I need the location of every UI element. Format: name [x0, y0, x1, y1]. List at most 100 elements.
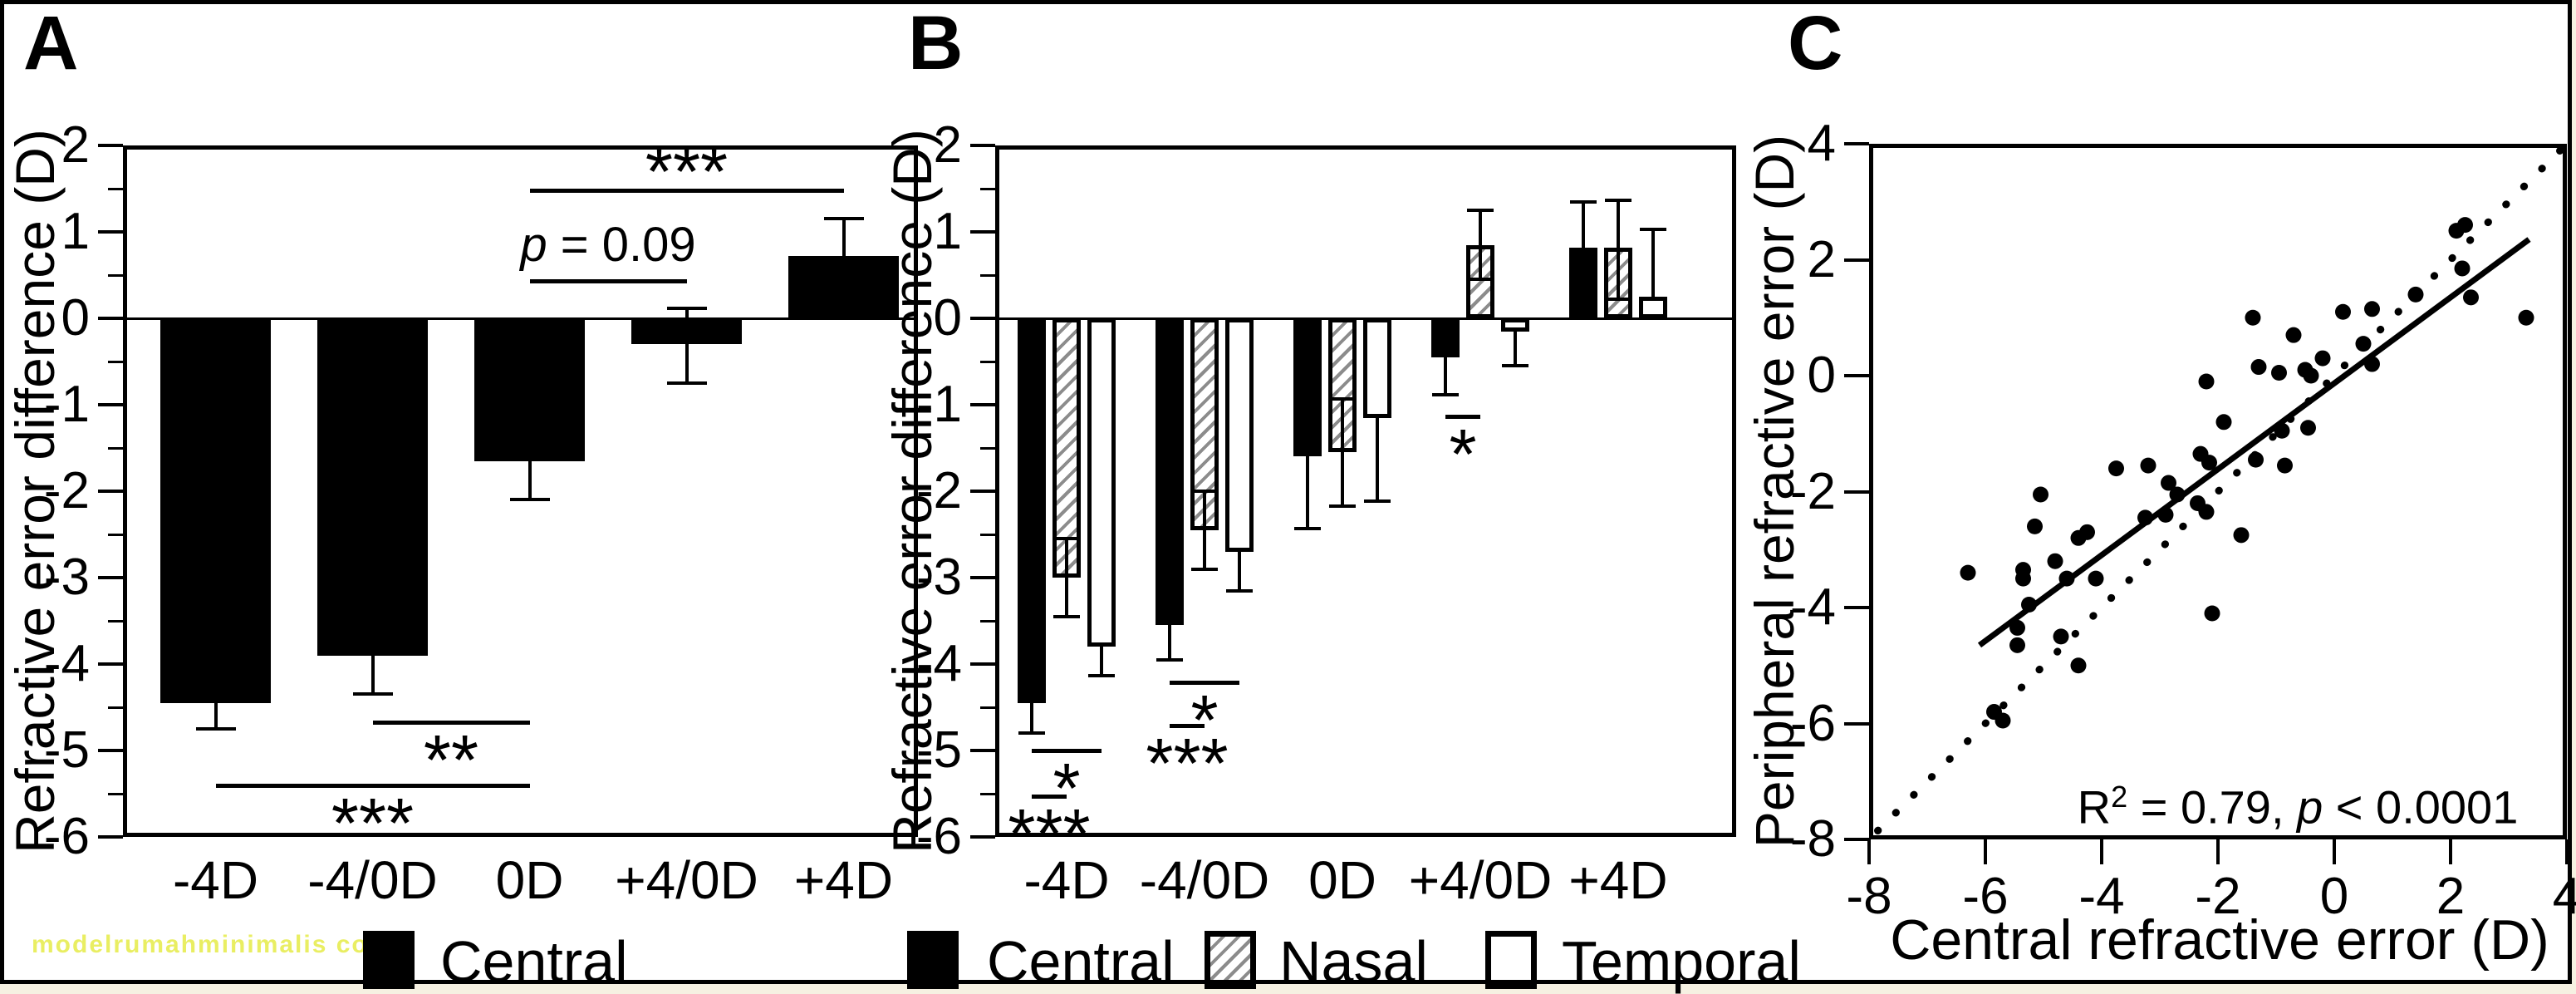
error-bar-cap — [195, 727, 236, 731]
error-bar-cap — [1294, 526, 1321, 530]
scatter-point — [2463, 289, 2479, 306]
r-squared-annotation: R2 = 0.79, p < 0.0001 — [2078, 780, 2519, 834]
scatter-point — [2271, 365, 2287, 381]
x-major-tick — [1984, 839, 1987, 864]
y-tick-label: 2 — [933, 116, 962, 174]
scatter-point — [2088, 570, 2104, 587]
y-tick-label: -4 — [43, 635, 90, 692]
bar-temporal--4D — [1087, 318, 1116, 647]
y-major-tick — [1844, 490, 1869, 494]
scatter-point — [2245, 309, 2261, 326]
scatter-point — [2204, 605, 2220, 622]
sig-text-italic: p — [520, 218, 547, 273]
bar-temporal-0D — [1363, 318, 1391, 418]
y-major-tick — [98, 576, 123, 579]
scatter-point — [2053, 628, 2069, 645]
y-minor-tick — [108, 619, 123, 622]
sig-line — [215, 783, 530, 788]
x-axis-label: Central refractive error (D) — [1890, 908, 2549, 972]
y-tick-label: -1 — [43, 376, 90, 433]
x-major-tick — [2216, 839, 2220, 864]
error-bar — [1376, 417, 1379, 502]
error-bar — [1651, 229, 1655, 297]
y-minor-tick — [108, 706, 123, 709]
scatter-point — [2285, 327, 2302, 343]
identity-line — [1874, 142, 2568, 835]
error-bar-cap — [823, 217, 864, 221]
error-bar-cap — [1156, 657, 1183, 662]
y-major-tick — [98, 749, 123, 752]
sig-stars: * — [1449, 415, 1477, 495]
bar-central-+4D — [788, 256, 899, 318]
y-minor-tick — [108, 533, 123, 536]
scatter-point — [2058, 570, 2075, 587]
error-bar — [1479, 210, 1482, 280]
scatter-point — [2407, 286, 2424, 303]
bar-central-+4/0D — [1431, 318, 1460, 357]
x-tick-label: 0 — [2319, 868, 2349, 925]
scatter-point — [1960, 564, 1976, 581]
error-bar-cap — [1053, 537, 1080, 541]
y-minor-tick — [980, 619, 995, 622]
x-category-label: 0D — [1308, 850, 1376, 910]
bar-central--4/0D — [317, 318, 428, 656]
annotation-sup: 2 — [2111, 780, 2128, 814]
y-tick-label: -6 — [915, 808, 962, 865]
y-major-tick — [970, 662, 995, 666]
scatter-point — [2108, 460, 2124, 477]
y-minor-tick — [108, 360, 123, 363]
x-category-label: +4D — [793, 850, 894, 910]
bar-nasal--4D — [1052, 318, 1081, 578]
bar-central--4D — [160, 318, 271, 703]
y-tick-label: -6 — [1789, 694, 1836, 752]
error-bar — [1306, 456, 1309, 529]
sig-line — [1032, 795, 1067, 800]
x-major-tick — [2100, 839, 2103, 864]
y-major-tick — [98, 317, 123, 320]
error-bar-cap — [666, 306, 707, 310]
y-minor-tick — [980, 187, 995, 190]
y-minor-tick — [980, 792, 995, 795]
legend-swatch-temporal — [1485, 931, 1537, 989]
legend-swatch-central — [363, 931, 415, 989]
y-minor-tick — [108, 446, 123, 450]
scatter-point — [2277, 457, 2293, 474]
bar-central--4D — [1018, 318, 1046, 703]
y-tick-label: -5 — [915, 721, 962, 779]
error-bar — [1168, 625, 1171, 660]
x-category-label: +4/0D — [615, 850, 758, 910]
scatter-point — [2335, 303, 2351, 320]
sig-line — [1170, 680, 1239, 685]
scatter-point — [2015, 570, 2031, 587]
y-tick-label: 4 — [1807, 115, 1836, 172]
y-tick-label: -4 — [1789, 578, 1836, 636]
error-bar-cap — [1329, 504, 1356, 508]
y-major-tick — [1844, 606, 1869, 609]
panel-letter-c: C — [1788, 1, 1843, 86]
y-major-tick — [98, 835, 123, 839]
x-major-tick — [2449, 839, 2452, 864]
y-tick-label: 2 — [1807, 230, 1836, 288]
sig-stars: * — [1052, 750, 1081, 829]
bar-central-0D — [1293, 318, 1322, 457]
scatter-point — [2033, 486, 2049, 503]
scatter-point — [2198, 504, 2215, 520]
x-tick-label: -8 — [1846, 868, 1892, 925]
y-tick-label: -6 — [43, 808, 90, 865]
error-bar-cap — [1018, 731, 1045, 736]
y-tick-label: 0 — [933, 289, 962, 347]
bar-central--4/0D — [1156, 318, 1184, 626]
x-major-tick — [2565, 839, 2569, 864]
bar-temporal-+4/0D — [1501, 318, 1529, 332]
y-major-tick — [970, 230, 995, 234]
error-bar-cap — [1605, 298, 1631, 302]
annotation-pre: R — [2077, 780, 2112, 834]
x-category-label: +4D — [1568, 850, 1668, 910]
x-tick-label: -6 — [1962, 868, 2009, 925]
error-bar — [1582, 201, 1585, 248]
error-bar — [1341, 398, 1344, 506]
error-bar-cap — [1467, 209, 1494, 212]
x-tick-label: 4 — [2552, 868, 2576, 925]
scatter-point — [2079, 524, 2095, 540]
scatter-point — [2457, 217, 2473, 234]
